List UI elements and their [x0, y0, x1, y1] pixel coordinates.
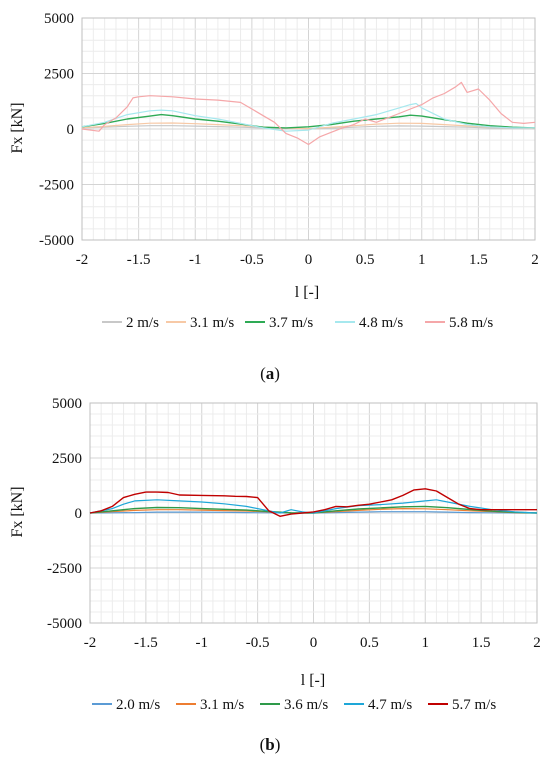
y-tick-label: -2500	[39, 178, 74, 194]
y-tick-label: -5000	[47, 616, 82, 632]
legend-label: 5.7 m/s	[452, 697, 496, 713]
y-tick-label: -2500	[47, 561, 82, 577]
legend-label: 4.7 m/s	[368, 697, 412, 713]
chart-b-legend: 2.0 m/s 3.1 m/s 3.6 m/s 4.7 m/s 5.7 m/s	[92, 697, 496, 713]
legend-label: 3.6 m/s	[284, 697, 328, 713]
legend-label: 3.7 m/s	[269, 315, 313, 331]
x-tick-label: -1	[189, 252, 202, 268]
legend-label: 5.8 m/s	[449, 315, 493, 331]
chart-b-x-ticks: -2 -1.5 -1 -0.5 0 0.5 1 1.5 2	[84, 635, 541, 651]
x-tick-label: -1.5	[127, 252, 151, 268]
x-tick-label: 0	[310, 635, 318, 651]
x-tick-label: -0.5	[246, 635, 270, 651]
x-tick-label: -2	[84, 635, 97, 651]
x-tick-label: 1.5	[469, 252, 488, 268]
chart-a-grid	[81, 17, 536, 241]
x-tick-label: 1	[422, 635, 430, 651]
chart-b-caption: (b)	[260, 735, 281, 754]
y-tick-label: 5000	[52, 396, 82, 412]
series-line-3.1-m-s	[81, 122, 536, 130]
chart-b-ylabel: Fx [kN]	[9, 486, 26, 537]
y-tick-label: 5000	[44, 11, 74, 27]
series-line-4.7-m-s	[89, 499, 538, 514]
x-tick-label: -0.5	[240, 252, 264, 268]
x-tick-label: -1	[196, 635, 209, 651]
legend-label: 2.0 m/s	[116, 697, 160, 713]
series-line-5.8-m-s	[81, 81, 536, 146]
x-tick-label: 2	[531, 252, 539, 268]
y-tick-label: -5000	[39, 233, 74, 249]
legend-label: 2 m/s	[126, 315, 159, 331]
y-tick-label: 0	[75, 506, 83, 522]
x-tick-label: -1.5	[134, 635, 158, 651]
chart-b-y-ticks: 5000 2500 0 -2500 -5000	[47, 396, 82, 632]
legend-label: 3.1 m/s	[190, 315, 234, 331]
chart-a-caption: (a)	[260, 364, 280, 383]
x-tick-label: 0.5	[356, 252, 375, 268]
y-tick-label: 2500	[52, 451, 82, 467]
x-tick-label: 1	[418, 252, 426, 268]
chart-a-legend: 2 m/s 3.1 m/s 3.7 m/s 4.8 m/s 5.8 m/s	[102, 315, 493, 331]
chart-b-xlabel: l [-]	[301, 672, 325, 689]
chart-a-xlabel: l [-]	[295, 284, 319, 301]
chart-a-caption-letter: a	[266, 364, 275, 383]
legend-label: 3.1 m/s	[200, 697, 244, 713]
x-tick-label: 2	[533, 635, 541, 651]
chart-b-series	[89, 488, 538, 517]
x-tick-label: -2	[76, 252, 89, 268]
y-tick-label: 0	[67, 122, 75, 138]
x-tick-label: 0	[305, 252, 313, 268]
chart-a-x-ticks: -2 -1.5 -1 -0.5 0 0.5 1 1.5 2	[76, 252, 539, 268]
chart-panel-a: 5000 2500 0 -2500 -5000 -2 -1.5 -1 -0.5 0 0.5 1 1.5…	[9, 11, 539, 383]
series-line-5.7-m-s	[89, 488, 537, 517]
chart-b-caption-letter: b	[265, 735, 274, 754]
y-tick-label: 2500	[44, 67, 74, 83]
x-tick-label: 0.5	[360, 635, 379, 651]
chart-a-y-ticks: 5000 2500 0 -2500 -5000	[39, 11, 74, 249]
chart-a-series	[81, 81, 536, 146]
legend-label: 4.8 m/s	[359, 315, 403, 331]
chart-a-ylabel: Fx [kN]	[9, 102, 26, 153]
chart-panel-b: 5000 2500 0 -2500 -5000 -2 -1.5 -1 -0.5 0 0.5 1 1.5…	[9, 396, 541, 754]
x-tick-label: 1.5	[472, 635, 491, 651]
series-line-4.8-m-s	[81, 102, 535, 132]
